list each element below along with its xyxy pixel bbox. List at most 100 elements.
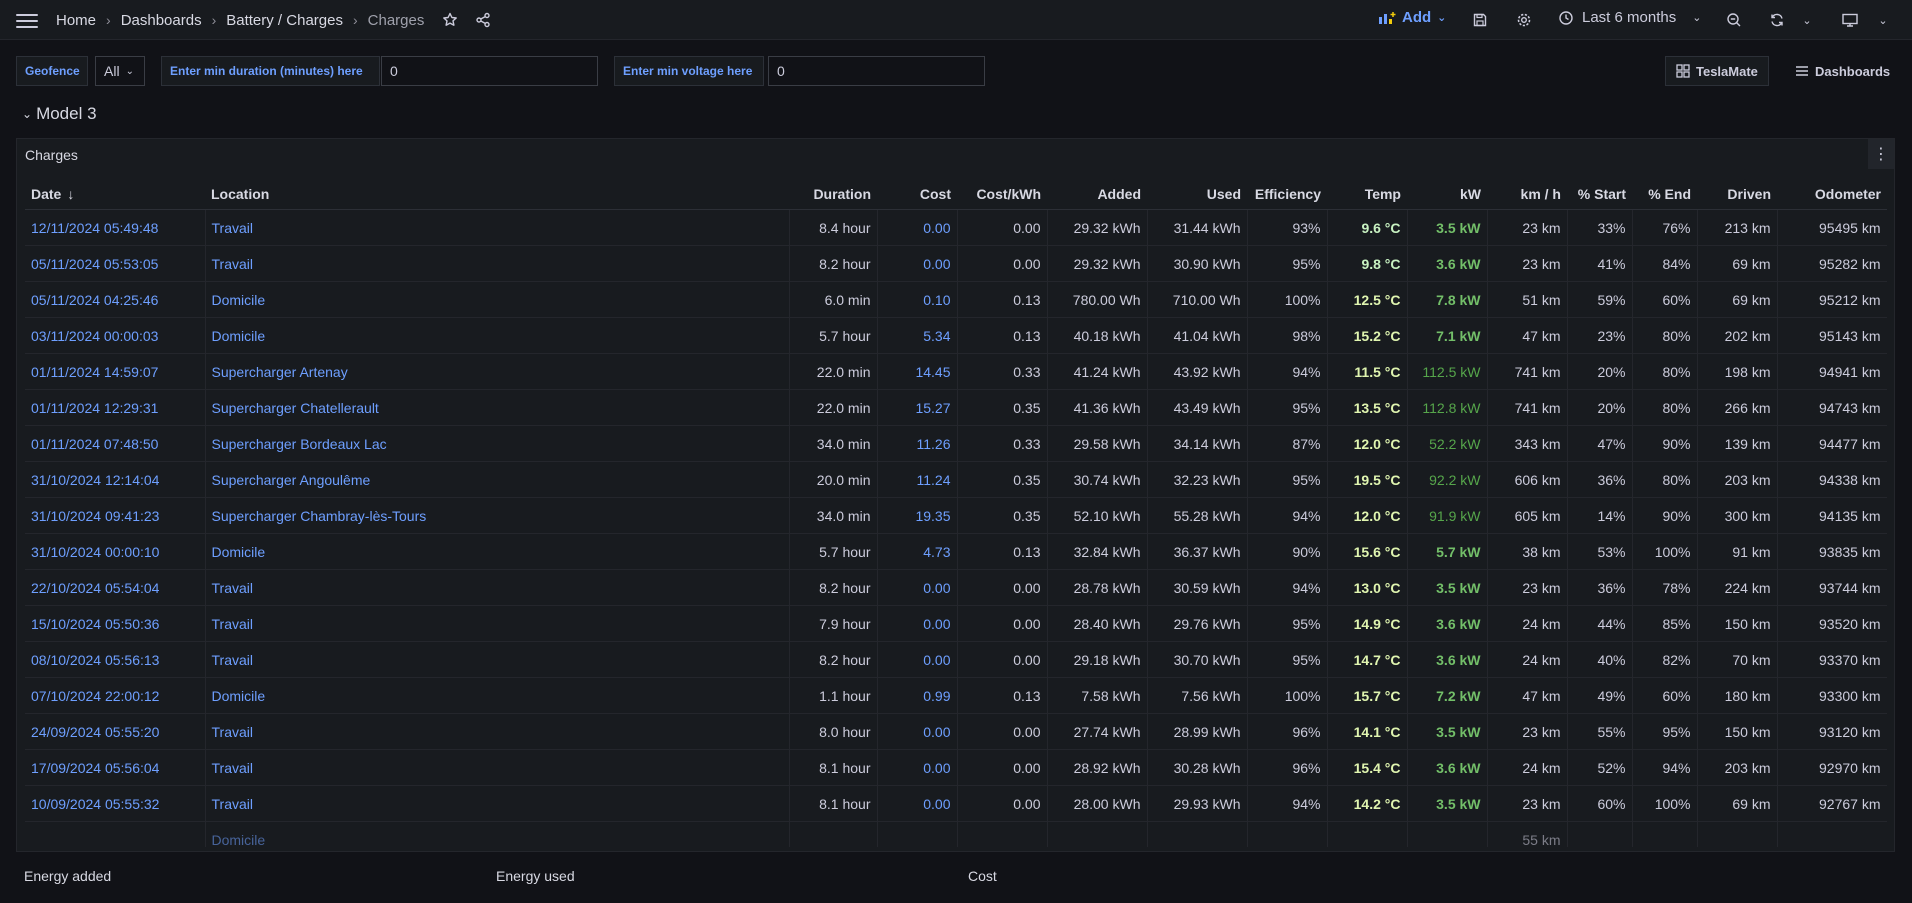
- cell-cost[interactable]: 19.35: [877, 497, 958, 534]
- cell-cost[interactable]: 0.00: [877, 641, 958, 678]
- cell-date[interactable]: 24/09/2024 05:55:20: [25, 713, 206, 750]
- cell-date[interactable]: 01/11/2024 12:29:31: [25, 389, 206, 426]
- charges-table-wrap[interactable]: Date ↓ Location Duration Cost Cost/kWh Added Us…: [25, 179, 1887, 847]
- cell-location[interactable]: Travail: [205, 605, 790, 642]
- cell-date[interactable]: 01/11/2024 14:59:07: [25, 353, 206, 390]
- dashboards-link[interactable]: Dashboards: [1784, 56, 1901, 86]
- cell-cost[interactable]: 0.00: [877, 605, 958, 642]
- cell-location[interactable]: Domicile: [205, 677, 790, 714]
- breadcrumb-home[interactable]: Home: [56, 11, 97, 29]
- min-duration-input[interactable]: [381, 56, 598, 86]
- cell-date[interactable]: [25, 821, 206, 847]
- star-icon[interactable]: [438, 8, 462, 32]
- cell-date[interactable]: 01/11/2024 07:48:50: [25, 425, 206, 462]
- cell-cost[interactable]: 4.73: [877, 533, 958, 570]
- cell-cost[interactable]: 0.00: [877, 569, 958, 606]
- cell-location[interactable]: Domicile: [205, 281, 790, 318]
- cell-cost[interactable]: 0.00: [877, 713, 958, 750]
- cell-cost[interactable]: 0.10: [877, 281, 958, 318]
- cell-location[interactable]: Supercharger Angoulême: [205, 461, 790, 498]
- column-header-odometer[interactable]: Odometer: [1777, 179, 1887, 210]
- cell-cost[interactable]: 15.27: [877, 389, 958, 426]
- cell-cost[interactable]: 11.26: [877, 425, 958, 462]
- cell-date[interactable]: 08/10/2024 05:56:13: [25, 641, 206, 678]
- cell-cost[interactable]: 0.00: [877, 209, 958, 246]
- cell-cost[interactable]: [877, 821, 958, 847]
- column-header-location[interactable]: Location: [205, 179, 789, 210]
- cell-location[interactable]: Travail: [205, 785, 790, 822]
- column-header-duration[interactable]: Duration: [789, 179, 877, 210]
- min-voltage-input[interactable]: [768, 56, 985, 86]
- cell-date[interactable]: 12/11/2024 05:49:48: [25, 209, 206, 246]
- menu-icon[interactable]: [16, 11, 38, 29]
- column-header-temp[interactable]: Temp: [1327, 179, 1407, 210]
- cell-cost-kwh: 0.00: [957, 713, 1048, 750]
- cell-location[interactable]: Supercharger Bordeaux Lac: [205, 425, 790, 462]
- cell-date[interactable]: 31/10/2024 12:14:04: [25, 461, 206, 498]
- kebab-icon[interactable]: ⋮: [1868, 139, 1894, 169]
- cell-date[interactable]: 05/11/2024 04:25:46: [25, 281, 206, 318]
- cell-cost[interactable]: 14.45: [877, 353, 958, 390]
- tv-icon[interactable]: [1838, 8, 1862, 32]
- column-header-end[interactable]: % End: [1632, 179, 1697, 210]
- breadcrumb-folder[interactable]: Battery / Charges: [226, 11, 343, 29]
- add-button[interactable]: Add ⌄: [1378, 9, 1446, 26]
- view-mode-chevron-icon[interactable]: ⌄: [1878, 14, 1888, 27]
- row-toggle-model-3[interactable]: ⌄ Model 3: [22, 104, 97, 124]
- cell-end: 94%: [1632, 749, 1698, 786]
- column-header-start[interactable]: % Start: [1567, 179, 1632, 210]
- cell-cost[interactable]: 0.00: [877, 749, 958, 786]
- cell-location[interactable]: Travail: [205, 749, 790, 786]
- cell-cost[interactable]: 5.34: [877, 317, 958, 354]
- column-header-km-h[interactable]: km / h: [1487, 179, 1567, 210]
- cell-date[interactable]: 03/11/2024 00:00:03: [25, 317, 206, 354]
- cell-cost[interactable]: 11.24: [877, 461, 958, 498]
- cell-date[interactable]: 31/10/2024 00:00:10: [25, 533, 206, 570]
- cell-odometer: 95143 km: [1777, 317, 1887, 354]
- save-icon[interactable]: [1468, 8, 1492, 32]
- cell-date[interactable]: 22/10/2024 05:54:04: [25, 569, 206, 606]
- share-icon[interactable]: [471, 8, 495, 32]
- column-header-driven[interactable]: Driven: [1697, 179, 1777, 210]
- cell-cost[interactable]: 0.99: [877, 677, 958, 714]
- cell-used: 34.14 kWh: [1147, 425, 1248, 462]
- column-header-kw[interactable]: kW: [1407, 179, 1487, 210]
- cell-location[interactable]: Travail: [205, 245, 790, 282]
- cell-location[interactable]: Supercharger Artenay: [205, 353, 790, 390]
- cell-cost[interactable]: 0.00: [877, 245, 958, 282]
- column-header-efficiency[interactable]: Efficiency: [1247, 179, 1327, 210]
- cell-cost[interactable]: 0.00: [877, 785, 958, 822]
- zoom-out-icon[interactable]: [1722, 8, 1746, 32]
- cell-location[interactable]: Domicile: [205, 533, 790, 570]
- cell-date[interactable]: 17/09/2024 05:56:04: [25, 749, 206, 786]
- cell-location[interactable]: Supercharger Chambray-lès-Tours: [205, 497, 790, 534]
- cell-location[interactable]: Travail: [205, 713, 790, 750]
- cell-date[interactable]: 07/10/2024 22:00:12: [25, 677, 206, 714]
- cell-location[interactable]: Travail: [205, 209, 790, 246]
- refresh-icon[interactable]: [1765, 8, 1789, 32]
- table-row: 01/11/2024 07:48:50 Supercharger Bordeaux…: [25, 425, 1887, 462]
- refresh-interval-chevron-icon[interactable]: ⌄: [1802, 14, 1812, 27]
- column-header-date[interactable]: Date ↓: [25, 179, 205, 210]
- time-range-picker[interactable]: Last 6 months ⌄: [1558, 9, 1701, 26]
- cell-date[interactable]: 31/10/2024 09:41:23: [25, 497, 206, 534]
- cell-location[interactable]: Domicile: [205, 317, 790, 354]
- cell-km-h: 741 km: [1487, 353, 1568, 390]
- cell-location[interactable]: Supercharger Chatellerault: [205, 389, 790, 426]
- cell-used: 30.90 kWh: [1147, 245, 1248, 282]
- cell-location[interactable]: Travail: [205, 641, 790, 678]
- gear-icon[interactable]: [1512, 8, 1536, 32]
- column-header-added[interactable]: Added: [1047, 179, 1147, 210]
- column-header-cost[interactable]: Cost: [877, 179, 957, 210]
- column-header-cost-kwh[interactable]: Cost/kWh: [957, 179, 1047, 210]
- cell-kw: 3.6 kW: [1407, 605, 1488, 642]
- cell-date[interactable]: 10/09/2024 05:55:32: [25, 785, 206, 822]
- cell-date[interactable]: 05/11/2024 05:53:05: [25, 245, 206, 282]
- cell-location[interactable]: Travail: [205, 569, 790, 606]
- cell-date[interactable]: 15/10/2024 05:50:36: [25, 605, 206, 642]
- teslamate-link[interactable]: TeslaMate: [1665, 56, 1769, 86]
- geofence-select[interactable]: All ⌄: [95, 56, 145, 86]
- breadcrumb-dashboards[interactable]: Dashboards: [120, 11, 202, 29]
- column-header-used[interactable]: Used: [1147, 179, 1247, 210]
- cell-location[interactable]: Domicile: [205, 821, 790, 847]
